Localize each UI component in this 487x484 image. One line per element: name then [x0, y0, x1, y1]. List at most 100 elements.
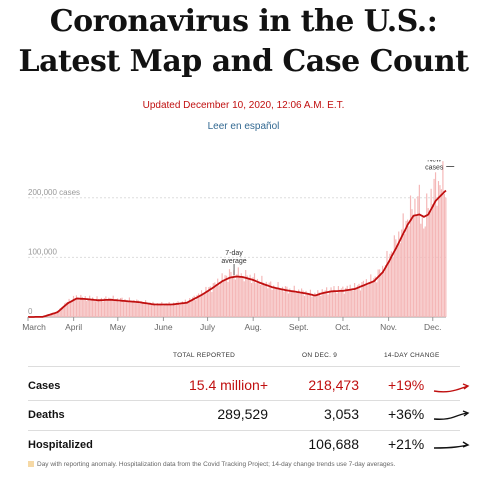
- annotation-label: cases: [425, 164, 444, 171]
- daily-case-bar: [328, 290, 331, 317]
- daily-case-bar: [192, 297, 194, 317]
- daily-case-bar: [436, 205, 438, 317]
- daily-case-bar: [361, 282, 363, 317]
- daily-case-bar: [265, 281, 267, 317]
- spanish-language-link[interactable]: Leer en español: [207, 121, 280, 132]
- daily-case-bar: [186, 302, 188, 317]
- daily-case-bar: [205, 286, 207, 317]
- daily-case-bar: [296, 292, 298, 317]
- daily-case-bar: [117, 298, 119, 317]
- daily-case-bar: [102, 301, 104, 317]
- daily-case-bar: [227, 281, 229, 317]
- daily-case-bar: [364, 285, 366, 317]
- daily-case-bar: [443, 193, 445, 317]
- x-tick-label: Oct.: [335, 322, 351, 332]
- daily-case-bar: [392, 257, 394, 317]
- daily-case-bar: [109, 299, 111, 317]
- daily-case-bar: [86, 300, 88, 317]
- daily-case-bar: [331, 291, 334, 317]
- daily-case-bar: [379, 269, 381, 317]
- daily-case-bar: [250, 283, 253, 317]
- daily-case-bar: [293, 285, 295, 317]
- daily-case-bar: [280, 290, 282, 317]
- daily-case-bar: [221, 273, 223, 317]
- daily-case-bar: [417, 196, 419, 317]
- daily-case-bar: [380, 274, 382, 317]
- daily-case-bar: [258, 281, 260, 317]
- daily-case-bar: [81, 296, 83, 317]
- daily-case-bar: [264, 285, 266, 317]
- daily-case-bar: [270, 281, 272, 317]
- daily-case-bar: [334, 290, 337, 317]
- daily-case-bar: [314, 292, 316, 317]
- daily-case-bar: [147, 303, 150, 317]
- daily-case-bar: [174, 304, 176, 317]
- annotation-label: average: [221, 258, 246, 265]
- daily-case-bar: [136, 299, 138, 317]
- daily-case-bar: [336, 293, 338, 317]
- daily-case-bar: [302, 290, 304, 317]
- daily-case-bar: [320, 295, 322, 317]
- daily-case-bar: [122, 301, 125, 317]
- daily-case-bar: [100, 297, 103, 317]
- deaths-on-day: 3,053: [323, 406, 359, 422]
- daily-case-bar: [434, 172, 437, 317]
- daily-case-bar: [427, 208, 429, 317]
- daily-case-bar: [99, 299, 101, 317]
- daily-case-bar: [330, 287, 332, 317]
- daily-case-bar: [125, 301, 128, 317]
- daily-case-bar: [371, 281, 373, 317]
- daily-case-bar: [115, 299, 117, 317]
- daily-case-bar: [196, 294, 198, 317]
- footnote-text: Day with reporting anomaly. Hospitalizat…: [37, 461, 396, 468]
- daily-case-bar: [180, 302, 182, 317]
- daily-case-bar: [56, 311, 58, 317]
- x-tick-label: Dec.: [424, 322, 441, 332]
- trend-arrow-icon: [433, 410, 470, 420]
- headline: Coronavirus in the U.S.: Latest Map and …: [0, 2, 487, 82]
- daily-case-bar: [124, 299, 126, 317]
- daily-case-bar: [89, 295, 91, 317]
- daily-case-bar: [131, 301, 133, 317]
- daily-case-bar: [234, 279, 236, 317]
- daily-case-bar: [415, 215, 418, 317]
- daily-case-bar: [387, 261, 390, 317]
- daily-case-bar: [368, 283, 370, 317]
- daily-case-bar: [439, 185, 441, 317]
- trend-arrow-icon: [433, 383, 470, 393]
- table-row-hospitalized: Hospitalized 106,688 +21%: [28, 433, 470, 459]
- daily-case-bar: [202, 294, 204, 317]
- daily-case-bar: [409, 195, 412, 317]
- y-tick-label: 0: [28, 307, 33, 316]
- daily-case-bar: [68, 298, 70, 317]
- x-tick-label: April: [65, 322, 82, 332]
- daily-case-bar: [252, 277, 254, 317]
- daily-case-bar: [172, 302, 175, 317]
- hospitalized-on-day: 106,688: [308, 436, 359, 452]
- daily-case-bar: [199, 295, 201, 317]
- daily-case-bar: [248, 279, 250, 317]
- daily-case-bar: [83, 298, 85, 317]
- daily-case-bar: [442, 161, 444, 317]
- daily-case-bar: [150, 304, 153, 317]
- daily-case-bar: [211, 292, 213, 317]
- x-tick-label: June: [154, 322, 173, 332]
- table-row-deaths: Deaths 289,529 3,053 +36%: [28, 403, 470, 429]
- daily-case-bar: [402, 213, 404, 317]
- deaths-total: 289,529: [217, 406, 268, 422]
- daily-case-bar: [324, 290, 326, 317]
- headline-line-2: Latest Map and Case Count: [18, 44, 469, 79]
- daily-case-bar: [333, 286, 335, 317]
- daily-case-bar: [130, 301, 132, 317]
- x-tick-label: Nov.: [380, 322, 397, 332]
- daily-case-bar: [108, 297, 110, 317]
- daily-case-bar: [55, 312, 57, 317]
- daily-case-bar: [230, 271, 232, 317]
- daily-case-bar: [343, 293, 345, 317]
- daily-case-bar: [67, 301, 69, 317]
- daily-case-bar: [62, 307, 64, 317]
- daily-case-bar: [189, 298, 191, 317]
- daily-case-bar: [215, 284, 217, 317]
- daily-case-bar: [84, 296, 86, 317]
- headline-line-1: Coronavirus in the U.S.:: [49, 4, 438, 39]
